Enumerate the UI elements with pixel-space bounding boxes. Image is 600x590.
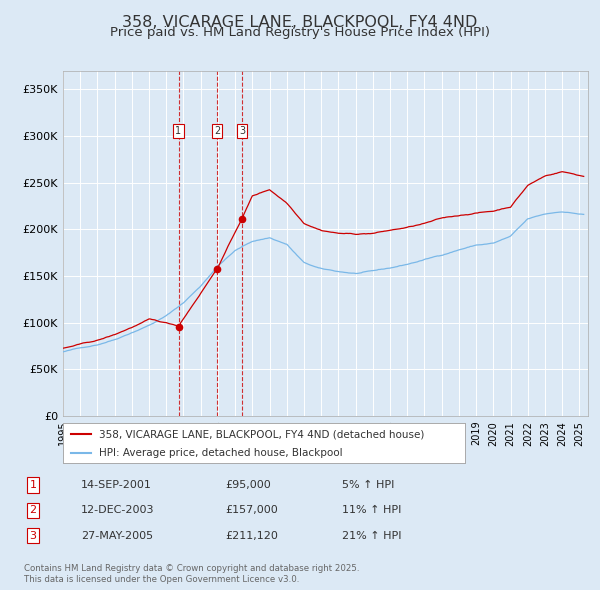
Text: HPI: Average price, detached house, Blackpool: HPI: Average price, detached house, Blac… bbox=[99, 448, 343, 458]
Text: 2: 2 bbox=[29, 506, 37, 515]
Text: £157,000: £157,000 bbox=[225, 506, 278, 515]
Text: 27-MAY-2005: 27-MAY-2005 bbox=[81, 531, 153, 540]
Text: Price paid vs. HM Land Registry's House Price Index (HPI): Price paid vs. HM Land Registry's House … bbox=[110, 26, 490, 39]
Text: 358, VICARAGE LANE, BLACKPOOL, FY4 4ND: 358, VICARAGE LANE, BLACKPOOL, FY4 4ND bbox=[122, 15, 478, 30]
Text: This data is licensed under the Open Government Licence v3.0.: This data is licensed under the Open Gov… bbox=[24, 575, 299, 584]
Text: 2: 2 bbox=[214, 126, 220, 136]
Text: 11% ↑ HPI: 11% ↑ HPI bbox=[342, 506, 401, 515]
Text: 1: 1 bbox=[29, 480, 37, 490]
Text: 12-DEC-2003: 12-DEC-2003 bbox=[81, 506, 155, 515]
Text: 5% ↑ HPI: 5% ↑ HPI bbox=[342, 480, 394, 490]
Text: 1: 1 bbox=[175, 126, 182, 136]
Text: 21% ↑ HPI: 21% ↑ HPI bbox=[342, 531, 401, 540]
Text: 3: 3 bbox=[29, 531, 37, 540]
Text: 14-SEP-2001: 14-SEP-2001 bbox=[81, 480, 152, 490]
Text: £95,000: £95,000 bbox=[225, 480, 271, 490]
Text: 3: 3 bbox=[239, 126, 245, 136]
Text: £211,120: £211,120 bbox=[225, 531, 278, 540]
Text: Contains HM Land Registry data © Crown copyright and database right 2025.: Contains HM Land Registry data © Crown c… bbox=[24, 565, 359, 573]
Text: 358, VICARAGE LANE, BLACKPOOL, FY4 4ND (detached house): 358, VICARAGE LANE, BLACKPOOL, FY4 4ND (… bbox=[99, 430, 425, 440]
